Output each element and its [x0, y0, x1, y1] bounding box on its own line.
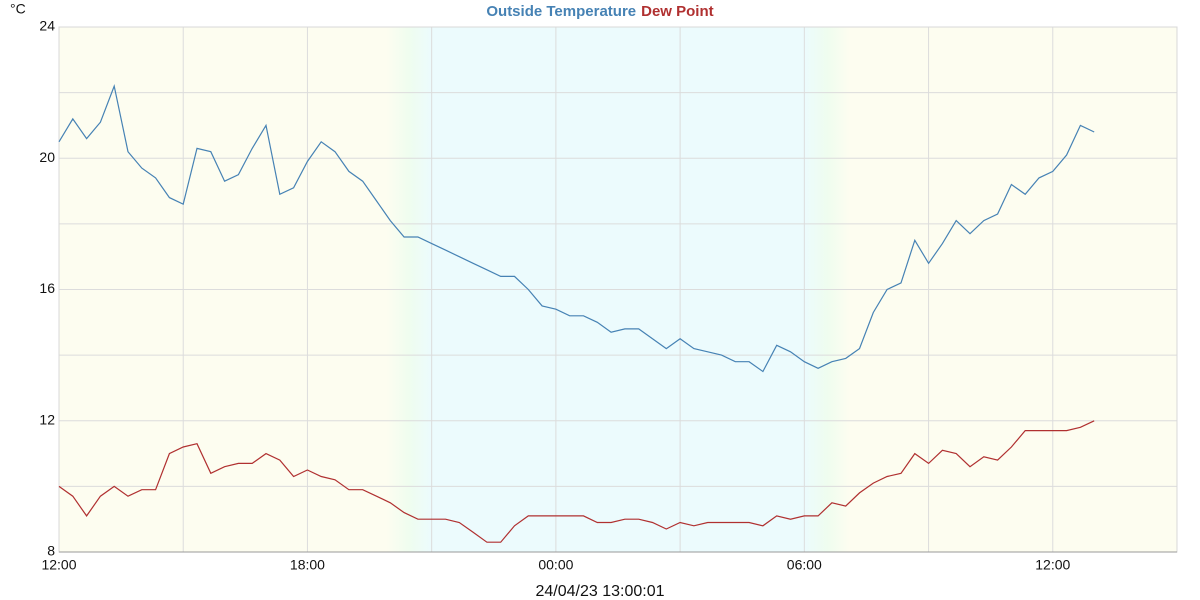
x-tick-label: 12:00	[1035, 557, 1070, 573]
y-tick-label: 8	[47, 543, 55, 559]
y-tick-label: 24	[39, 18, 55, 34]
lines	[58, 83, 1095, 543]
footer: 24/04/23 13:00:01	[535, 583, 664, 600]
x-tick-label: 18:00	[290, 557, 325, 573]
y-tick-label: 12	[39, 411, 55, 427]
y-tick-label: 20	[39, 149, 55, 165]
labels: 8 12 16 20 24 12:00 18:00 00:00 06:00 12:00	[39, 18, 1070, 573]
legend-entry: Dew Point	[641, 3, 714, 20]
grid	[58, 26, 1178, 553]
x-tick-label: 00:00	[538, 557, 573, 573]
series-line	[58, 420, 1095, 543]
x-tick-label: 06:00	[787, 557, 822, 573]
y-tick-label: 16	[39, 280, 55, 296]
x-tick-label: 12:00	[41, 557, 76, 573]
y-axis-label: °C	[10, 1, 26, 17]
chart-title: Outside Temperature Dew Point	[486, 3, 713, 20]
legend-entry: Outside Temperature	[486, 3, 636, 20]
series-line	[58, 83, 1095, 373]
